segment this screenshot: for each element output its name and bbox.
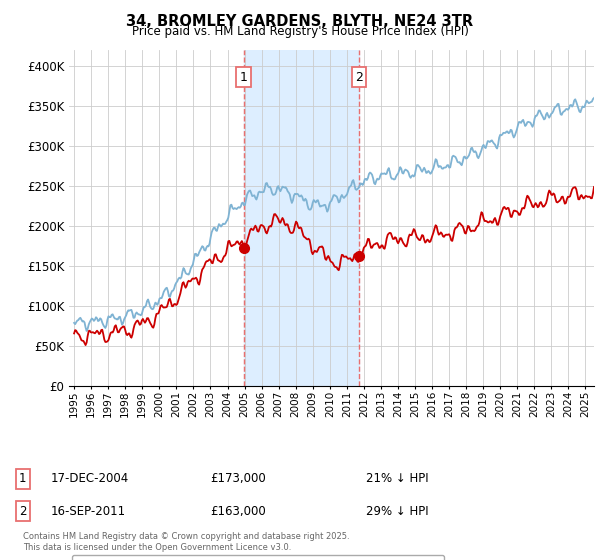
Legend: 34, BROMLEY GARDENS, BLYTH, NE24 3TR (detached house), HPI: Average price, detac: 34, BROMLEY GARDENS, BLYTH, NE24 3TR (de… xyxy=(72,555,444,560)
Text: 29% ↓ HPI: 29% ↓ HPI xyxy=(366,505,428,518)
Text: £163,000: £163,000 xyxy=(210,505,266,518)
Bar xyxy=(244,50,359,386)
Text: 2: 2 xyxy=(355,71,363,84)
Text: 1: 1 xyxy=(240,71,248,84)
Text: 16-SEP-2011: 16-SEP-2011 xyxy=(51,505,126,518)
Text: 17-DEC-2004: 17-DEC-2004 xyxy=(51,472,129,486)
Text: 1: 1 xyxy=(19,472,26,486)
Text: Contains HM Land Registry data © Crown copyright and database right 2025.
This d: Contains HM Land Registry data © Crown c… xyxy=(23,532,349,552)
Text: 34, BROMLEY GARDENS, BLYTH, NE24 3TR: 34, BROMLEY GARDENS, BLYTH, NE24 3TR xyxy=(127,14,473,29)
Text: 2: 2 xyxy=(19,505,26,518)
Text: 21% ↓ HPI: 21% ↓ HPI xyxy=(366,472,428,486)
Text: £173,000: £173,000 xyxy=(210,472,266,486)
Text: Price paid vs. HM Land Registry's House Price Index (HPI): Price paid vs. HM Land Registry's House … xyxy=(131,25,469,38)
